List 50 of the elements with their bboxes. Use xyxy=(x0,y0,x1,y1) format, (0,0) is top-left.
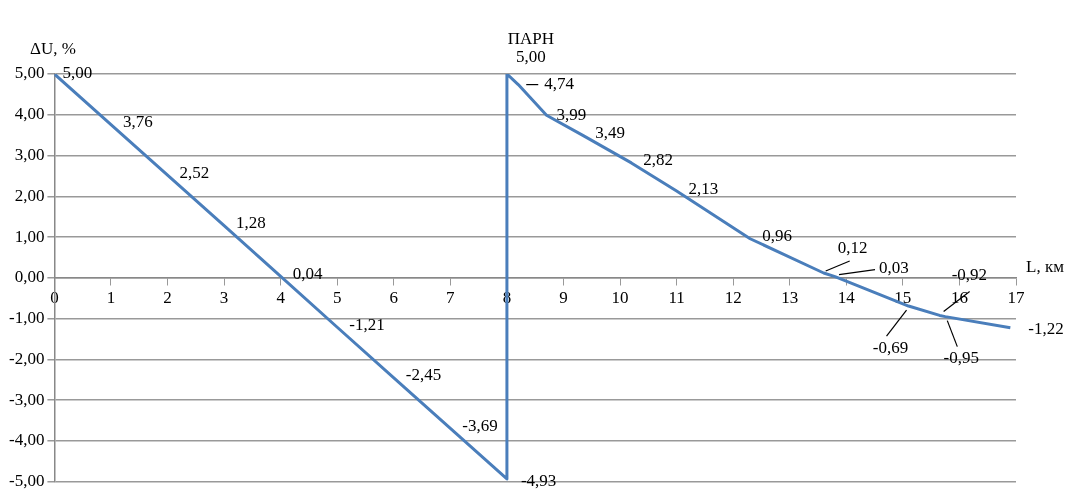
y-tick-label: 2,00 xyxy=(14,185,45,205)
x-tick-label: 12 xyxy=(724,287,742,307)
y-tick-label: -2,00 xyxy=(8,348,45,368)
data-label: -0,95 xyxy=(943,348,980,368)
data-label: -1,21 xyxy=(349,314,385,334)
data-label: 3,99 xyxy=(556,104,587,124)
annotation: ПАРН xyxy=(507,28,555,48)
data-label: -2,45 xyxy=(405,365,442,385)
x-tick-label: 2 xyxy=(163,287,172,307)
x-tick-label: 1 xyxy=(106,287,116,307)
data-label: 0,12 xyxy=(837,238,868,258)
x-tick-label: 6 xyxy=(389,287,399,307)
y-axis-title: ΔU, % xyxy=(30,38,76,58)
data-label: 4,74 xyxy=(544,74,575,94)
x-tick-label: 5 xyxy=(332,287,342,307)
data-label: 2,13 xyxy=(688,178,719,198)
x-tick-label: 3 xyxy=(219,287,229,307)
data-label: 5,00 xyxy=(62,63,93,83)
data-label: -1,22 xyxy=(1028,319,1064,339)
data-label: -4,93 xyxy=(520,471,557,491)
y-tick-label: 3,00 xyxy=(14,145,45,165)
x-tick-label: 14 xyxy=(837,287,856,307)
data-label: -3,69 xyxy=(462,415,498,435)
data-label: 2,52 xyxy=(179,162,210,182)
y-tick-label: -1,00 xyxy=(8,308,45,328)
data-label: 0,96 xyxy=(762,226,792,246)
y-tick-label: 0,00 xyxy=(14,267,45,287)
data-label: -0,69 xyxy=(872,337,909,357)
x-tick-label: 13 xyxy=(781,287,799,307)
x-axis-title: L, км xyxy=(1026,256,1065,276)
x-tick-label: 9 xyxy=(559,287,568,307)
x-tick-label: 4 xyxy=(276,287,286,307)
y-tick-label: 4,00 xyxy=(14,104,45,124)
x-tick-label: 7 xyxy=(446,287,456,307)
data-label: 0,04 xyxy=(292,263,323,283)
data-label: 1,28 xyxy=(236,213,266,233)
data-label: -0,92 xyxy=(951,264,988,284)
data-label: 0,03 xyxy=(879,258,909,278)
data-label: 5,00 xyxy=(516,47,546,67)
x-tick-label: 17 xyxy=(1007,287,1025,307)
y-tick-label: -3,00 xyxy=(8,389,45,409)
x-tick-label: 11 xyxy=(668,287,685,307)
y-tick-label: -4,00 xyxy=(8,430,45,450)
y-tick-label: 1,00 xyxy=(14,226,45,246)
data-label: 2,82 xyxy=(643,150,674,170)
y-tick-label: 5,00 xyxy=(14,63,45,83)
y-tick-label: -5,00 xyxy=(8,471,45,491)
data-label: 3,76 xyxy=(122,112,153,132)
x-tick-label: 10 xyxy=(611,287,629,307)
data-label: 3,49 xyxy=(595,123,626,143)
